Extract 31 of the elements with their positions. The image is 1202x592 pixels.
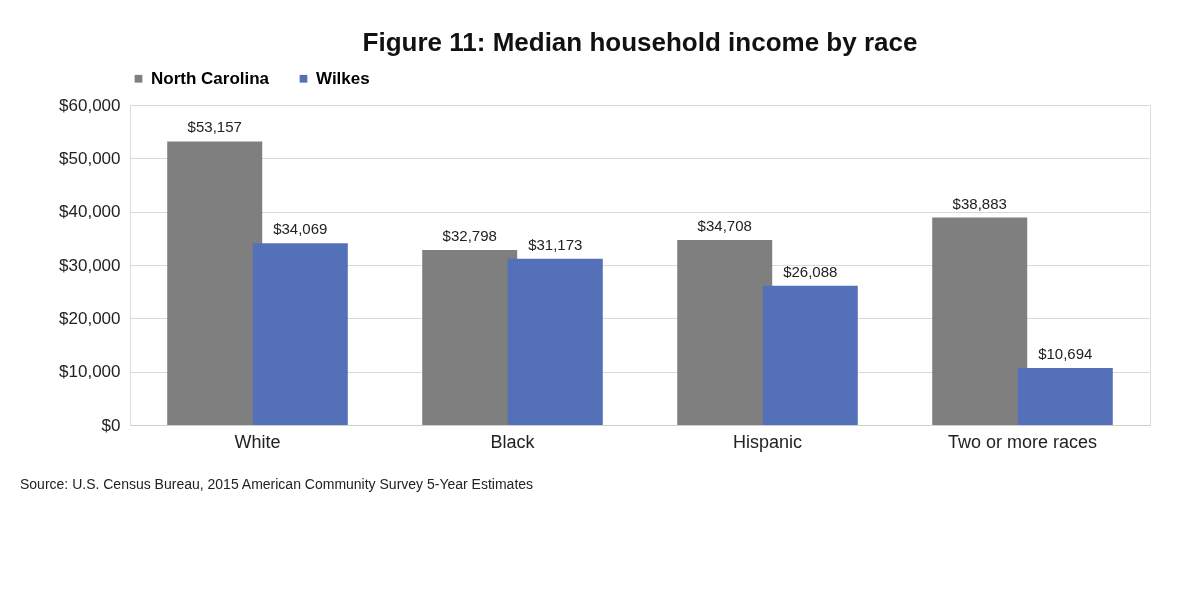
y-tick-label: $30,000: [59, 255, 121, 275]
legend-label: Wilkes: [316, 68, 370, 88]
bar: [932, 217, 1028, 425]
x-tick-label: Two or more races: [947, 431, 1098, 452]
bar: [1017, 367, 1113, 425]
data-label: $53,157: [187, 118, 242, 136]
data-label: $10,694: [1038, 344, 1093, 362]
x-tick-label: Hispanic: [732, 431, 803, 452]
data-label: $34,708: [697, 216, 752, 234]
bar: [762, 285, 858, 425]
data-label: $26,088: [783, 262, 838, 280]
data-label: $31,173: [528, 235, 583, 253]
y-tick-label: $0: [101, 415, 121, 435]
y-tick-label: $50,000: [59, 148, 121, 168]
bar: [252, 243, 348, 425]
legend-label: North Carolina: [151, 68, 270, 88]
y-tick-label: $10,000: [59, 362, 121, 382]
bar: [422, 250, 518, 425]
source-note: Source: U.S. Census Bureau, 2015 American Community Survey 5-Year Estimates: [20, 476, 534, 492]
x-tick-label: White: [234, 431, 281, 452]
data-label: $34,069: [273, 220, 328, 238]
y-tick-label: $40,000: [59, 202, 121, 222]
x-tick-label: Black: [490, 431, 536, 452]
chart-title: Figure 11: Median household income by race: [362, 27, 918, 57]
bar: [507, 258, 603, 425]
bar: [677, 239, 773, 425]
data-label: $32,798: [442, 227, 497, 245]
bar: [167, 141, 263, 425]
data-label: $38,883: [952, 194, 1007, 212]
y-tick-label: $20,000: [59, 308, 121, 328]
y-tick-label: $60,000: [59, 95, 121, 115]
